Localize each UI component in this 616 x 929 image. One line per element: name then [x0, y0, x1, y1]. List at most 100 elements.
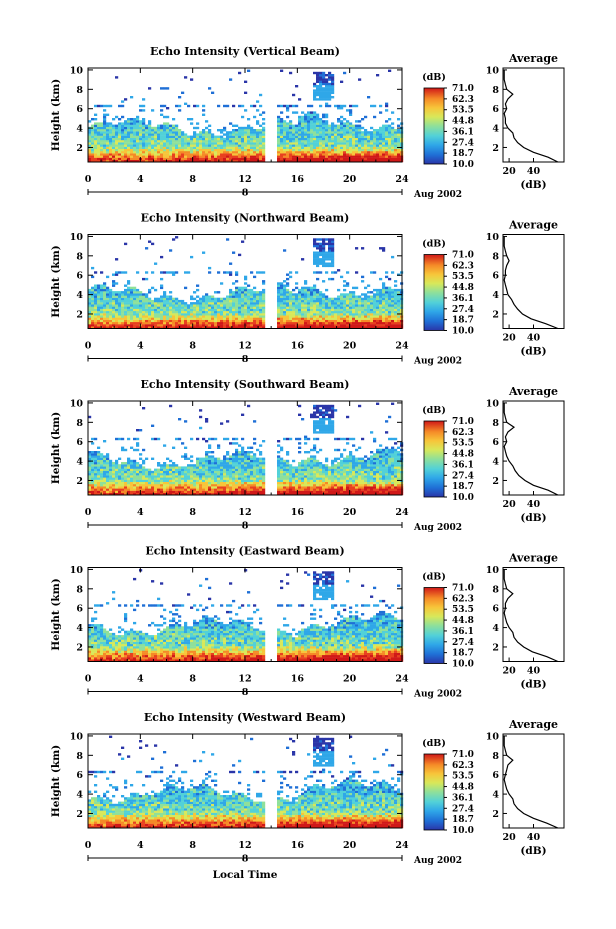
avg-y-tick-label: 10	[486, 398, 500, 409]
avg-y-tick-label: 6	[492, 104, 499, 115]
avg-y-tick-label: 4	[492, 790, 499, 801]
x-tick-label: 24	[395, 341, 409, 352]
colorbar-tick-label: 18.7	[452, 149, 474, 159]
avg-y-tick-label: 4	[492, 290, 499, 301]
y-axis-label: Height (km)	[50, 578, 62, 650]
y-tick-label: 4	[76, 790, 83, 801]
colorbar-tick-label: 36.1	[452, 294, 474, 304]
colorbar-tick-label: 18.7	[452, 316, 474, 326]
date-label: Aug 2002	[413, 690, 462, 700]
colorbar-title: (dB)	[422, 239, 446, 250]
y-tick-label: 2	[76, 309, 83, 320]
x-tick-label: 0	[85, 840, 92, 851]
panel-title: Echo Intensity (Southward Beam)	[141, 378, 350, 391]
y-tick-label: 8	[76, 584, 83, 595]
avg-y-tick-label: 6	[492, 770, 499, 781]
colorbar-tick-label: 10.0	[452, 660, 474, 670]
colorbar-tick-label: 71.0	[452, 251, 474, 261]
average-profile-line	[503, 69, 559, 163]
x-tick-label: 8	[189, 840, 196, 851]
x-tick-label: 16	[291, 341, 305, 352]
colorbar	[423, 753, 445, 831]
avg-x-axis-label: (dB)	[520, 179, 546, 191]
x-tick-label: 12	[238, 840, 251, 851]
x-tick-label: 24	[395, 674, 409, 685]
colorbar-tick-label: 27.4	[452, 804, 474, 814]
average-profile-line	[503, 735, 559, 829]
colorbar-title: (dB)	[422, 405, 446, 416]
colorbar-tick-label: 27.4	[452, 638, 474, 648]
avg-y-tick-label: 10	[486, 65, 500, 76]
colorbar-tick-label: 62.3	[452, 594, 474, 604]
average-title: Average	[508, 219, 558, 232]
colorbar-tick-label: 10.0	[452, 493, 474, 503]
avg-x-axis-label: (dB)	[520, 679, 546, 691]
avg-y-tick-label: 2	[492, 809, 499, 820]
colorbar-tick-label: 36.1	[452, 127, 474, 137]
panel-title: Echo Intensity (Vertical Beam)	[150, 45, 340, 58]
avg-y-tick-label: 8	[492, 85, 499, 96]
x-tick-label: 20	[343, 341, 357, 352]
day-marker: 8	[242, 188, 249, 199]
colorbar	[423, 587, 445, 664]
colorbar-tick-label: 62.3	[452, 761, 474, 771]
colorbar-title: (dB)	[422, 738, 446, 749]
x-axis-label: Local Time	[213, 869, 278, 881]
avg-y-tick-label: 2	[492, 476, 499, 487]
average-profile-line	[503, 402, 559, 496]
y-tick-label: 10	[70, 65, 84, 76]
average-title: Average	[508, 718, 558, 731]
panel-2: Echo Intensity (Northward Beam)246810Hei…	[50, 212, 565, 367]
colorbar-tick-label: 71.0	[452, 584, 474, 594]
y-tick-label: 2	[76, 476, 83, 487]
avg-x-tick-label: 40	[527, 333, 541, 344]
avg-y-tick-label: 2	[492, 642, 499, 653]
colorbar-tick-label: 18.7	[452, 815, 474, 825]
colorbar-tick-label: 71.0	[452, 750, 474, 760]
avg-y-tick-label: 8	[492, 251, 499, 262]
panel-3: Echo Intensity (Southward Beam)246810Hei…	[50, 378, 565, 533]
colorbar-tick-label: 71.0	[452, 84, 474, 94]
avg-y-tick-label: 8	[492, 584, 499, 595]
x-tick-label: 0	[85, 674, 92, 685]
x-tick-label: 20	[343, 507, 357, 518]
x-tick-label: 4	[137, 174, 144, 185]
colorbar-tick-label: 10.0	[452, 826, 474, 836]
y-tick-label: 10	[70, 398, 84, 409]
y-tick-label: 2	[76, 143, 83, 154]
y-tick-label: 4	[76, 623, 83, 634]
date-label: Aug 2002	[413, 357, 462, 367]
avg-y-tick-label: 8	[492, 751, 499, 762]
y-tick-label: 6	[76, 271, 83, 282]
colorbar-tick-label: 53.5	[452, 439, 474, 449]
colorbar-tick-label: 10.0	[452, 327, 474, 337]
y-tick-label: 10	[70, 565, 84, 576]
x-tick-label: 4	[137, 840, 144, 851]
x-tick-label: 4	[137, 507, 144, 518]
avg-x-tick-label: 40	[527, 166, 541, 177]
date-label: Aug 2002	[413, 856, 462, 866]
day-marker: 8	[242, 354, 249, 365]
x-tick-label: 8	[189, 174, 196, 185]
avg-y-tick-label: 4	[492, 457, 499, 468]
x-tick-label: 4	[137, 674, 144, 685]
x-tick-label: 8	[189, 341, 196, 352]
avg-y-tick-label: 10	[486, 232, 500, 243]
x-tick-label: 4	[137, 341, 144, 352]
panel-5: Echo Intensity (Westward Beam)246810Heig…	[50, 711, 565, 866]
y-axis-label: Height (km)	[50, 79, 62, 151]
colorbar-tick-label: 27.4	[452, 471, 474, 481]
avg-y-tick-label: 10	[486, 731, 500, 742]
average-frame	[502, 234, 565, 329]
y-tick-label: 8	[76, 751, 83, 762]
x-tick-label: 24	[395, 507, 409, 518]
avg-x-axis-label: (dB)	[520, 346, 546, 358]
x-tick-label: 20	[343, 840, 357, 851]
y-tick-label: 6	[76, 104, 83, 115]
avg-y-tick-label: 6	[492, 604, 499, 615]
average-frame	[502, 400, 565, 496]
avg-x-tick-label: 20	[502, 666, 516, 677]
day-marker: 8	[242, 854, 249, 865]
y-tick-label: 8	[76, 85, 83, 96]
x-tick-label: 20	[343, 674, 357, 685]
